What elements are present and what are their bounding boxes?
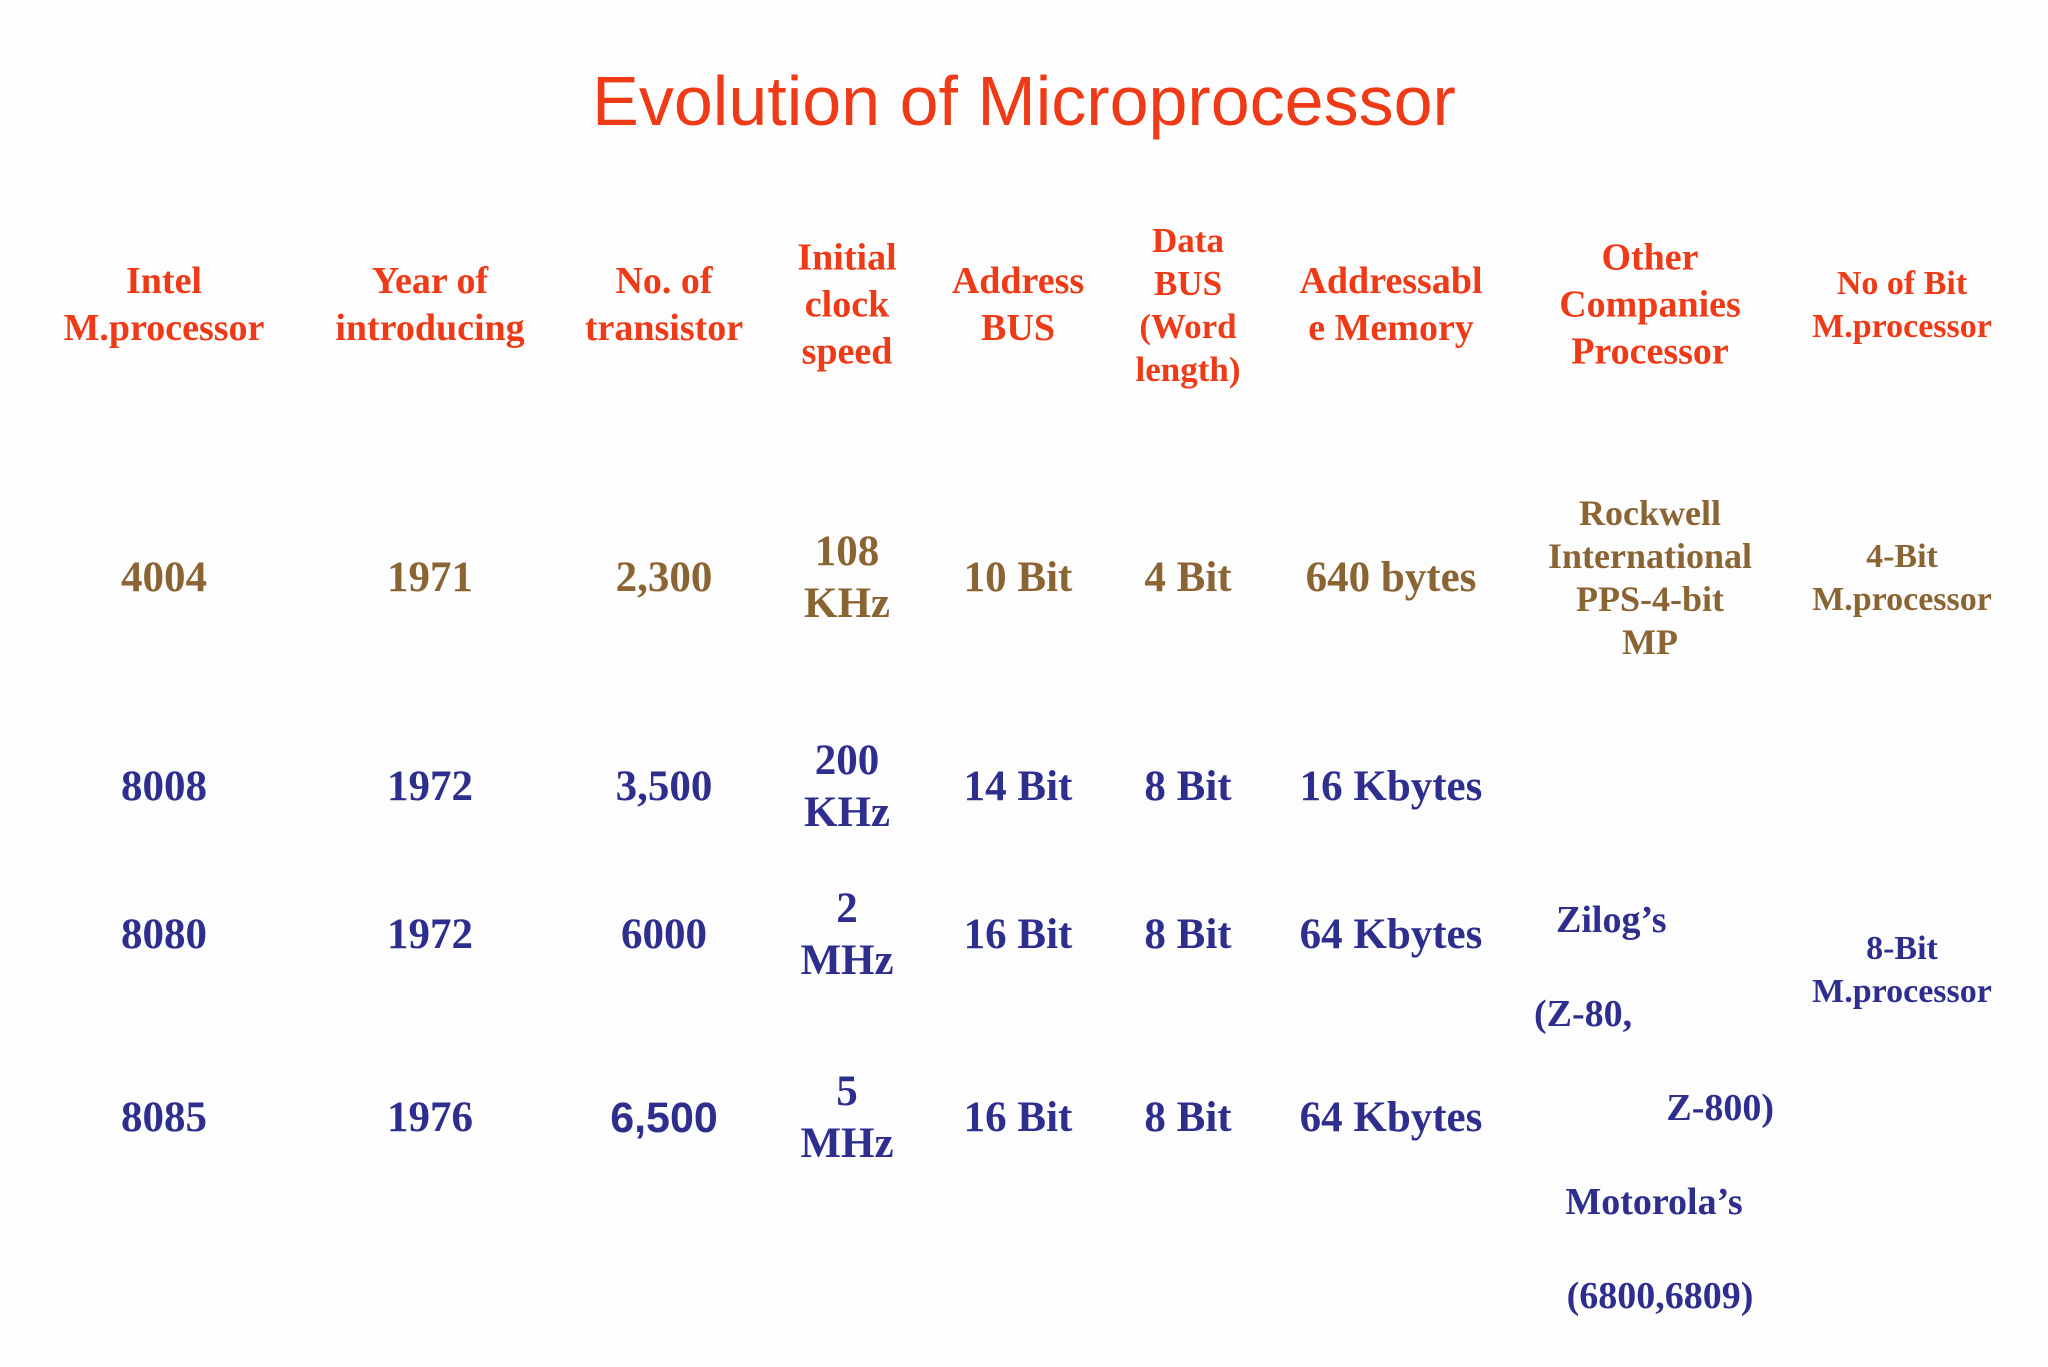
eight-bit-label: 8-Bit M.processor: [1812, 930, 1992, 1010]
row-8008-data-bus: 8 Bit: [1144, 763, 1232, 810]
header-clock-speed: Initial clock speed: [797, 236, 897, 373]
page-title: Evolution of Microprocessor: [592, 62, 1456, 140]
row-8008-memory: 16 Kbytes: [1299, 763, 1483, 810]
row-8085-data-bus: 8 Bit: [1144, 1094, 1232, 1141]
header-processor: Intel M.processor: [63, 260, 265, 349]
row-4004-memory: 640 bytes: [1305, 554, 1477, 601]
four-bit-label: 4-Bit M.processor: [1812, 538, 1992, 618]
row-4004-address-bus: 10 Bit: [963, 554, 1073, 601]
row-8085-year: 1976: [387, 1094, 473, 1141]
row-4004-clock: 108 KHz: [804, 528, 890, 627]
header-data-bus: Data BUS (Word length): [1135, 221, 1241, 389]
row-8080-transistors: 6000: [621, 911, 707, 958]
row-4004-transistors: 2,300: [615, 554, 713, 601]
zilog-line-1: Zilog’s: [1556, 899, 1667, 941]
header-year: Year of introducing: [335, 260, 525, 349]
row-8008-transistors: 3,500: [615, 763, 713, 810]
motorola-line-1: Motorola’s: [1565, 1181, 1743, 1223]
zilog-line-2: (Z-80,: [1534, 993, 1633, 1035]
row-4004-data-bus: 4 Bit: [1144, 554, 1232, 601]
row-8085-processor: 8085: [121, 1094, 207, 1141]
row-8008-address-bus: 14 Bit: [963, 763, 1073, 810]
row-8080-year: 1972: [387, 911, 473, 958]
header-bit-class: No of Bit M.processor: [1812, 265, 1992, 345]
row-8085-transistors: 6,500: [610, 1094, 718, 1142]
row-8080-clock: 2 MHz: [800, 885, 894, 984]
header-other-companies: Other Companies Processor: [1559, 236, 1741, 373]
row-8080-address-bus: 16 Bit: [963, 911, 1073, 958]
row-4004-processor: 4004: [121, 554, 207, 601]
motorola-line-2: (6800,6809): [1566, 1275, 1754, 1317]
row-8008-processor: 8008: [121, 763, 207, 810]
row-8080-processor: 8080: [121, 911, 207, 958]
header-transistors: No. of transistor: [584, 260, 744, 349]
header-memory: Addressabl e Memory: [1299, 260, 1483, 349]
row-4004-year: 1971: [387, 554, 473, 601]
zilog-motorola-note: Zilog’s (Z-80, Z-800) Motorola’s (6800,6…: [1534, 850, 1774, 1367]
row-8080-memory: 64 Kbytes: [1299, 911, 1483, 958]
row-8008-clock: 200 KHz: [804, 737, 890, 836]
rockwell-note: Rockwell International PPS-4-bit MP: [1547, 493, 1753, 662]
row-8080-data-bus: 8 Bit: [1144, 911, 1232, 958]
row-8008-year: 1972: [387, 763, 473, 810]
row-8085-memory: 64 Kbytes: [1299, 1094, 1483, 1141]
zilog-line-3: Z-800): [1666, 1087, 1774, 1129]
row-8085-clock: 5 MHz: [800, 1068, 894, 1167]
row-8085-address-bus: 16 Bit: [963, 1094, 1073, 1141]
header-address-bus: Address BUS: [951, 260, 1085, 349]
